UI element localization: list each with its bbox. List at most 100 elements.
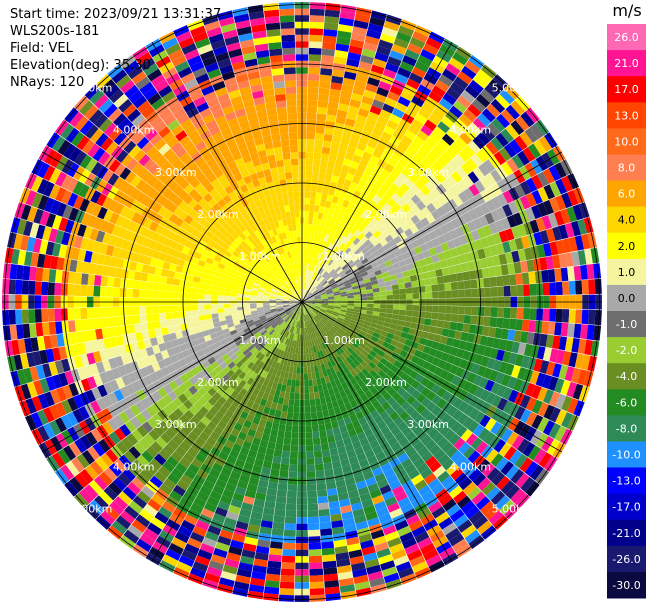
- range-gate: [326, 228, 332, 236]
- range-gate: [558, 253, 568, 268]
- range-gate: [399, 183, 410, 194]
- range-gate: [338, 143, 349, 152]
- range-gate: [126, 279, 134, 289]
- range-gate: [112, 287, 120, 297]
- range-gate: [555, 349, 565, 365]
- range-gate: [520, 476, 535, 493]
- range-gate: [405, 405, 416, 416]
- range-gate: [204, 572, 221, 584]
- range-gate: [305, 158, 314, 166]
- range-gate: [339, 289, 347, 293]
- range-gate: [97, 151, 111, 166]
- range-gate: [483, 346, 493, 358]
- range-gate: [143, 433, 156, 446]
- range-gate: [237, 286, 245, 292]
- range-gate: [321, 403, 328, 411]
- range-gate: [122, 334, 131, 345]
- range-gate: [316, 113, 327, 121]
- range-gate: [131, 162, 144, 175]
- range-gate: [431, 483, 445, 496]
- range-gate: [302, 297, 307, 302]
- range-gate: [195, 452, 207, 464]
- range-gate: [291, 326, 295, 334]
- range-gate: [462, 175, 474, 188]
- range-gate: [102, 394, 113, 408]
- range-gate: [356, 207, 365, 216]
- range-gate: [334, 302, 342, 305]
- range-gate: [380, 330, 388, 337]
- range-gate: [449, 105, 463, 119]
- range-gate: [338, 17, 354, 27]
- range-gate: [84, 84, 100, 100]
- range-gate: [309, 326, 313, 334]
- range-gate: [444, 163, 456, 175]
- range-gate: [293, 340, 297, 348]
- range-gate: [223, 517, 237, 527]
- range-gate: [224, 357, 233, 366]
- range-gate: [341, 213, 349, 222]
- range-gate: [405, 447, 417, 458]
- range-gate: [287, 477, 298, 485]
- range-gate: [2, 310, 10, 326]
- range-gate: [379, 183, 390, 194]
- range-gate: [233, 278, 241, 284]
- range-gate: [575, 309, 583, 324]
- range-gate: [319, 81, 331, 89]
- range-gate: [407, 549, 423, 561]
- range-gate: [504, 363, 515, 376]
- range-gate: [401, 135, 413, 146]
- range-gate: [87, 143, 101, 158]
- range-gate: [248, 242, 256, 250]
- range-gate: [291, 293, 297, 298]
- range-gate: [192, 525, 207, 537]
- range-gate: [162, 554, 179, 567]
- range-gate: [57, 448, 71, 465]
- range-gate: [173, 408, 184, 419]
- range-gate: [393, 235, 402, 244]
- range-gate: [315, 133, 324, 141]
- range-gate: [304, 307, 308, 314]
- range-gate: [201, 508, 215, 519]
- range-gate: [344, 402, 353, 411]
- range-gate: [127, 524, 143, 539]
- range-gate: [385, 285, 393, 291]
- range-gate: [450, 421, 463, 434]
- range-gate: [276, 349, 282, 357]
- range-gate: [315, 345, 320, 352]
- range-gate: [124, 407, 136, 420]
- range-gate: [340, 291, 347, 295]
- range-gate: [336, 329, 344, 336]
- range-gate: [77, 248, 87, 262]
- range-gate: [403, 178, 415, 189]
- range-gate: [52, 374, 63, 389]
- range-gate: [332, 427, 341, 436]
- range-gate: [284, 431, 292, 439]
- range-gate: [274, 347, 280, 355]
- range-gate: [317, 313, 324, 318]
- range-gate: [17, 250, 27, 266]
- range-gate: [529, 464, 544, 481]
- range-gate: [204, 309, 212, 315]
- range-gate: [208, 328, 216, 335]
- range-gate: [387, 173, 398, 183]
- range-gate: [463, 280, 471, 289]
- range-gate: [313, 281, 319, 288]
- range-gate: [246, 369, 254, 378]
- range-gate: [472, 472, 487, 487]
- range-gate: [404, 129, 417, 141]
- range-gate: [305, 291, 310, 297]
- range-gate: [97, 206, 108, 220]
- range-gate: [168, 380, 179, 391]
- range-gate: [450, 450, 463, 463]
- range-gate: [282, 299, 290, 301]
- range-gate: [339, 325, 347, 332]
- range-gate: [480, 88, 495, 104]
- range-gate: [190, 567, 206, 579]
- range-gate: [204, 411, 215, 421]
- range-gate: [366, 29, 382, 40]
- range-gate: [326, 276, 333, 283]
- range-gate: [265, 420, 273, 429]
- range-gate: [234, 384, 243, 394]
- range-gate: [402, 326, 410, 334]
- range-gate: [73, 284, 81, 296]
